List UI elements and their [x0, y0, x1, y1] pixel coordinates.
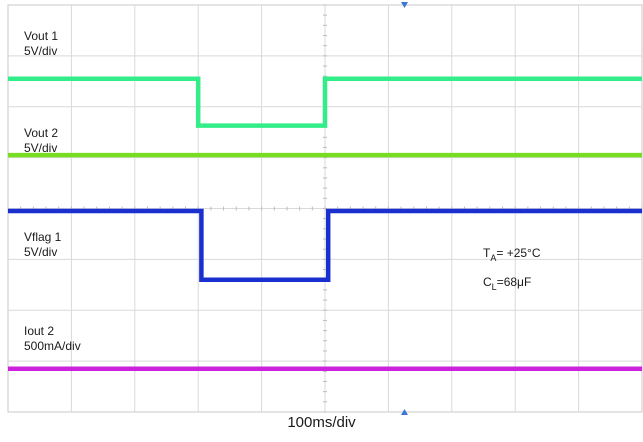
vflag1-scale: 5V/div — [24, 245, 57, 259]
trigger-marker-top — [401, 2, 408, 8]
channel-labels: Vout 1 5V/div Vout 2 5V/div Vflag 1 5V/d… — [24, 29, 81, 353]
vflag1-label: Vflag 1 — [24, 230, 62, 244]
vout2-label: Vout 2 — [24, 126, 58, 140]
vout1-scale: 5V/div — [24, 44, 57, 58]
vout1-label: Vout 1 — [24, 29, 58, 43]
vout1-trace — [8, 76, 642, 128]
graticule — [7, 4, 643, 413]
traces — [8, 76, 642, 372]
load-capacitance-annotation: CL=68μF — [483, 275, 531, 292]
ambient-temp-annotation: TA= +25°C — [483, 246, 541, 263]
iout2-label: Iout 2 — [24, 324, 54, 338]
vout2-scale: 5V/div — [24, 141, 57, 155]
timebase-label: 100ms/div — [287, 414, 356, 431]
trigger-marker-bottom — [401, 409, 408, 415]
iout2-scale: 500mA/div — [24, 339, 81, 353]
vflag1-trace — [8, 208, 642, 282]
conditions-annotation: TA= +25°C CL=68μF — [483, 246, 541, 292]
